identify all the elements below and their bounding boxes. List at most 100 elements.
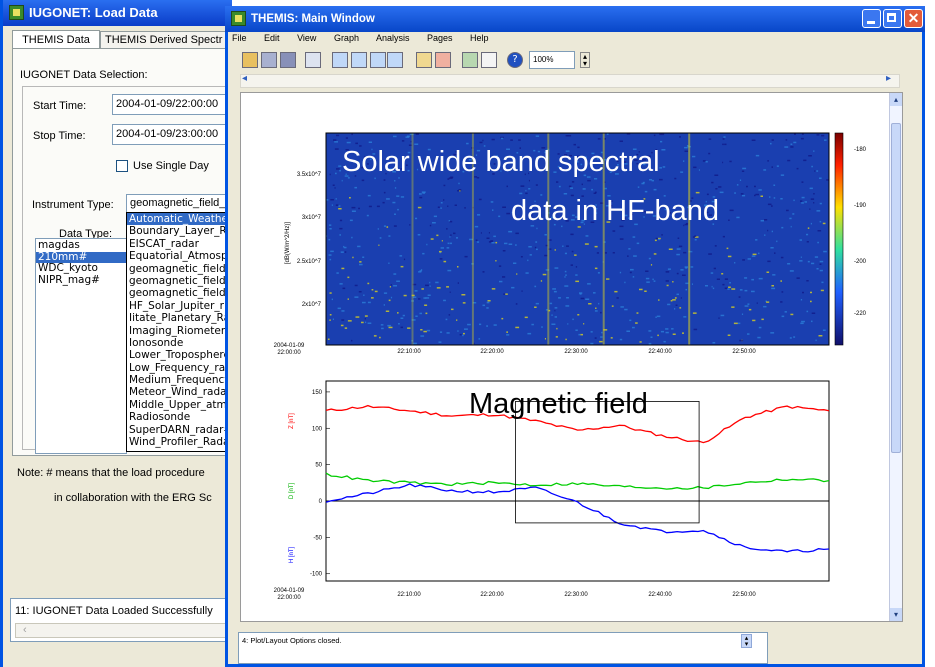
page-icon[interactable]: [481, 52, 497, 68]
spectrogram-cell: [531, 214, 533, 216]
save-icon[interactable]: [261, 52, 277, 68]
dropdown-item[interactable]: Meteor_Wind_radar: [129, 386, 231, 399]
load-data-titlebar[interactable]: IUGONET: Load Data: [3, 0, 232, 26]
spectrogram-cell: [385, 310, 390, 312]
spectrogram-cell: [371, 148, 373, 151]
scroll-up-arrow[interactable]: ▴: [890, 93, 902, 106]
dropdown-item[interactable]: Ionosonde: [129, 336, 184, 349]
spectrogram-cell: [704, 211, 709, 214]
spectrogram-cell: [619, 338, 623, 341]
dropdown-item[interactable]: Lower_Troposphere: [129, 349, 230, 362]
dropdown-item[interactable]: HF_Solar_Jupiter_r: [129, 299, 224, 312]
spectrogram-cell: [686, 145, 689, 147]
instrument-dropdown-list[interactable]: Automatic_Weather Boundary_Layer_Ra EISC…: [126, 212, 238, 452]
spectrogram-cell: [678, 245, 683, 248]
panel-icon[interactable]: [462, 52, 478, 68]
scroll-thumb[interactable]: [891, 123, 901, 453]
dropdown-item[interactable]: Iitate_Planetary_Ra: [129, 312, 231, 325]
spectrogram-cell: [639, 341, 642, 343]
main-status-scroll-icon[interactable]: ▴ ▾: [741, 634, 752, 648]
menu-analysis[interactable]: Analysis: [375, 33, 410, 43]
spectrogram-cell: [580, 221, 584, 224]
spectrogram-cell: [728, 286, 731, 288]
dropdown-item[interactable]: Wind_Profiler_Rada: [129, 436, 230, 449]
plot-vertical-scrollbar[interactable]: ▴ ▾: [889, 93, 902, 621]
shift-right-icon[interactable]: [351, 52, 367, 68]
spectrogram-cell: [418, 298, 421, 300]
scroll-down-arrow[interactable]: ▾: [890, 608, 902, 621]
plot-canvas[interactable]: 3.5x10^7 3x10^7 2.5x10^7 2x10^7 [dB(W/m^…: [241, 93, 889, 621]
maximize-button[interactable]: [883, 9, 902, 28]
dropdown-item[interactable]: Middle_Upper_atmo: [129, 398, 234, 411]
dropdown-item[interactable]: Imaging_Riometer: [129, 324, 226, 337]
open-icon[interactable]: [242, 52, 258, 68]
tab-themis-derived[interactable]: THEMIS Derived Spectr: [100, 31, 246, 49]
spectrogram-cell: [806, 310, 809, 313]
expand-icon[interactable]: [416, 52, 432, 68]
dropdown-item[interactable]: Medium_Frequency: [129, 374, 231, 387]
forward-icon[interactable]: [387, 52, 403, 68]
spectrogram-cell: [364, 315, 368, 317]
dropdown-item[interactable]: Low_Frequency_rad: [129, 361, 232, 374]
menu-graph[interactable]: Graph: [333, 33, 359, 43]
spectrogram-cell: [493, 235, 496, 238]
spectrogram-cell: [751, 255, 756, 257]
tab-themis-data[interactable]: THEMIS Data: [12, 30, 100, 49]
minimize-button[interactable]: [862, 9, 881, 28]
spectrogram-cell: [722, 161, 724, 164]
stop-time-input[interactable]: 2004-01-09/23:00:00: [112, 124, 237, 145]
menu-pages[interactable]: Pages: [427, 33, 453, 43]
spectrogram-cell: [736, 184, 739, 186]
spectrogram-cell: [605, 205, 610, 207]
close-button[interactable]: ✕: [904, 9, 923, 28]
help-icon[interactable]: ?: [507, 52, 523, 68]
strip-right-icon[interactable]: ▸: [886, 73, 892, 84]
dropdown-item[interactable]: geomagnetic_field_: [129, 287, 231, 300]
spectrogram-cell: [412, 283, 417, 286]
menu-view[interactable]: View: [297, 33, 317, 43]
dropdown-item[interactable]: EISCAT_radar: [129, 237, 199, 250]
strip-left-icon[interactable]: ◂: [242, 73, 248, 84]
status-scrollbar[interactable]: [15, 623, 240, 638]
menu-file[interactable]: File: [232, 33, 247, 43]
back-icon[interactable]: [370, 52, 386, 68]
save-all-icon[interactable]: [280, 52, 296, 68]
single-day-checkbox[interactable]: [116, 160, 128, 172]
menu-help[interactable]: Help: [470, 33, 489, 43]
list-item-selected[interactable]: 210mm#: [36, 251, 126, 263]
spectrogram-cell: [565, 305, 570, 307]
shift-left-icon[interactable]: [332, 52, 348, 68]
menu-edit[interactable]: Edit: [264, 33, 280, 43]
spectrogram-cell: [440, 207, 442, 209]
zoom-input[interactable]: 100%: [529, 51, 575, 69]
scroll-left-arrow[interactable]: ‹: [23, 624, 27, 636]
spectrogram-cell: [816, 210, 821, 212]
spectrogram-cell: [389, 286, 391, 288]
spectrogram-cell: [727, 255, 732, 258]
dropdown-item[interactable]: Equatorial_Atmosph: [129, 250, 235, 263]
copy-icon[interactable]: [305, 52, 321, 68]
dropdown-item[interactable]: geomagnetic_field_: [129, 262, 231, 275]
main-titlebar[interactable]: THEMIS: Main Window ✕: [225, 6, 925, 32]
spectrogram-cell: [566, 297, 569, 299]
spectrogram-cell: [769, 196, 771, 198]
dropdown-item[interactable]: SuperDARN_radar#: [129, 423, 233, 436]
dropdown-item-selected[interactable]: Automatic_Weather: [127, 213, 237, 226]
zoom-spinner-icon[interactable]: ▴ ▾: [580, 52, 590, 68]
list-item[interactable]: WDC_kyoto: [38, 262, 98, 274]
spectrogram-cell: [341, 310, 345, 312]
data-type-list[interactable]: magdas 210mm# WDC_kyoto NIPR_mag#: [35, 238, 127, 454]
list-item[interactable]: NIPR_mag#: [38, 273, 100, 286]
list-item[interactable]: magdas: [38, 239, 80, 251]
spectrogram-cell: [802, 291, 804, 294]
spectrogram-cell: [652, 215, 657, 217]
delete-icon[interactable]: [435, 52, 451, 68]
dropdown-item[interactable]: Radiosonde: [129, 411, 191, 424]
dropdown-item[interactable]: Boundary_Layer_Ra: [129, 225, 233, 238]
spectrogram-cell: [645, 277, 650, 280]
instrument-type-select[interactable]: geomagnetic_field_: [126, 194, 238, 213]
start-time-input[interactable]: 2004-01-09/22:00:00: [112, 94, 237, 115]
spectrogram-cell: [349, 197, 351, 199]
spectrogram-cell: [631, 213, 634, 216]
dropdown-item[interactable]: geomagnetic_field_: [129, 274, 231, 287]
